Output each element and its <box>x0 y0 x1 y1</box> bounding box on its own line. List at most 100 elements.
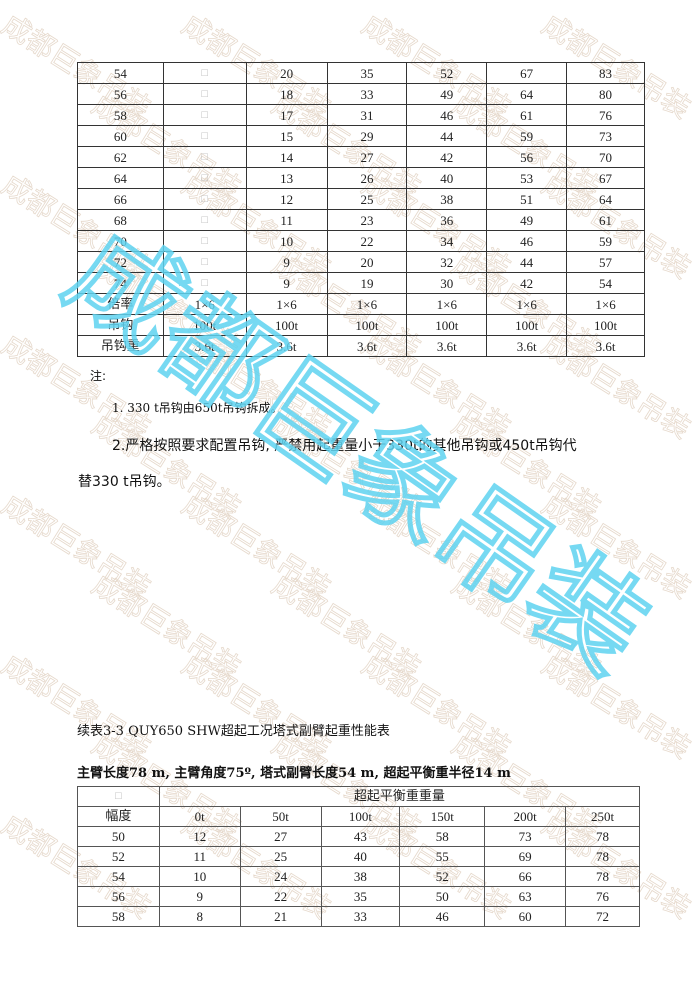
load-cell: 19 <box>326 272 408 294</box>
watermark-tile: 成都巨象吊装 <box>446 568 606 685</box>
load-cell: 27 <box>239 826 322 847</box>
watermark-tile: 成都巨象吊装 <box>536 488 696 605</box>
footer-value: 3.6t <box>406 335 488 357</box>
load-cell: 12 <box>158 826 241 847</box>
radius-cell: 66 <box>77 188 164 210</box>
load-cell: 32 <box>406 251 488 273</box>
load-cell: 40 <box>320 846 401 867</box>
load-cell: 10 <box>245 230 328 252</box>
footer-value: 100t <box>486 314 568 336</box>
footer-value: 100t <box>162 314 247 336</box>
load-cell: 80 <box>566 83 645 105</box>
column-header: 250t <box>565 806 640 827</box>
footer-row: 吊钩重 3.6t 3.6t 3.6t 3.6t 3.6t 3.6t <box>77 335 645 357</box>
table-row: 54 □ 20 35 52 67 83 <box>77 62 645 84</box>
load-cell: 72 <box>565 906 640 927</box>
load-cell: □ <box>162 188 247 210</box>
table-row: 70 □ 10 22 34 46 59 <box>77 230 645 252</box>
table-row: 68 □ 11 23 36 49 61 <box>77 209 645 231</box>
load-cell: 12 <box>245 188 328 210</box>
load-cell: 22 <box>326 230 408 252</box>
load-cell: 25 <box>239 846 322 867</box>
load-cell: 51 <box>486 188 568 210</box>
column-header: 150t <box>399 806 486 827</box>
load-cell: 25 <box>326 188 408 210</box>
load-cell: 66 <box>484 866 567 887</box>
watermark-tile: 成都巨象吊装 <box>176 648 336 765</box>
table-row: 74 □ 9 19 30 42 54 <box>77 272 645 294</box>
load-cell: 27 <box>326 146 408 168</box>
table-row: 72 □ 9 20 32 44 57 <box>77 251 645 273</box>
corner-cell: □ <box>77 786 160 807</box>
load-cell: 59 <box>566 230 645 252</box>
watermark-tile: 成都巨象吊装 <box>0 488 156 605</box>
load-cell: 46 <box>486 230 568 252</box>
watermark-tile: 成都巨象吊装 <box>86 568 246 685</box>
radius-cell: 70 <box>77 230 164 252</box>
footer-label: 倍率 <box>77 293 164 315</box>
load-cell: 63 <box>484 886 567 907</box>
radius-cell: 64 <box>77 167 164 189</box>
load-cell: 9 <box>245 272 328 294</box>
load-cell: 54 <box>566 272 645 294</box>
note-1: 1. 330 t吊钩由650t吊钩拆成。 <box>112 401 283 415</box>
radius-cell: 72 <box>77 251 164 273</box>
load-cell: 60 <box>484 906 567 927</box>
table-subcaption: 主臂长度78 m, 主臂角度75º, 塔式副臂长度54 m, 超起平衡重半径14… <box>77 766 511 781</box>
table-row: 58 □ 17 31 46 61 76 <box>77 104 645 126</box>
column-header: 100t <box>320 806 401 827</box>
load-cell: 23 <box>326 209 408 231</box>
radius-cell: 58 <box>77 104 164 126</box>
watermark-tile: 成都巨象吊装 <box>356 648 516 765</box>
footer-value: 100t <box>245 314 328 336</box>
load-cell: 40 <box>406 167 488 189</box>
load-cell: □ <box>162 209 247 231</box>
load-cell: 78 <box>565 826 640 847</box>
load-cell: 29 <box>326 125 408 147</box>
load-cell: 15 <box>245 125 328 147</box>
load-cell: 49 <box>486 209 568 231</box>
watermark-tile: 成都巨象吊装 <box>266 568 426 685</box>
footer-label: 吊钩重 <box>77 335 164 357</box>
load-cell: □ <box>162 62 247 84</box>
footer-value: 1×6 <box>566 293 645 315</box>
load-cell: 61 <box>566 209 645 231</box>
load-cell: 8 <box>158 906 241 927</box>
watermark-tile: 成都巨象吊装 <box>356 488 516 605</box>
footer-value: 3.6t <box>245 335 328 357</box>
load-cell: 53 <box>486 167 568 189</box>
radius-cell: 74 <box>77 272 164 294</box>
load-cell: 44 <box>486 251 568 273</box>
radius-cell: 50 <box>77 826 160 847</box>
load-cell: 52 <box>406 62 488 84</box>
table-row: 56 □ 18 33 49 64 80 <box>77 83 645 105</box>
load-table-continued: 54 □ 20 35 52 67 83 56 □ 18 33 49 64 80 58 □ 17 31 46 61 76 6… <box>77 62 645 357</box>
load-cell: 35 <box>320 886 401 907</box>
load-cell: 34 <box>406 230 488 252</box>
header-row-1: □ 超起平衡重重量 <box>77 786 641 807</box>
load-cell: 35 <box>326 62 408 84</box>
load-cell: 20 <box>326 251 408 273</box>
table-row: 56 9 22 35 50 63 76 <box>77 886 640 907</box>
load-cell: 38 <box>406 188 488 210</box>
load-cell: 33 <box>320 906 401 927</box>
footer-value: 1×6 <box>162 293 247 315</box>
table-row: 66 □ 12 25 38 51 64 <box>77 188 645 210</box>
table-row: 62 □ 14 27 42 56 70 <box>77 146 645 168</box>
load-cell: 56 <box>486 146 568 168</box>
footer-value: 1×6 <box>245 293 328 315</box>
column-header: 200t <box>484 806 567 827</box>
note-2-continued: 替330 t吊钩。 <box>78 474 171 490</box>
load-cell: 46 <box>406 104 488 126</box>
footer-row: 倍率 1×6 1×6 1×6 1×6 1×6 1×6 <box>77 293 645 315</box>
radius-cell: 54 <box>77 62 164 84</box>
load-cell: 42 <box>486 272 568 294</box>
watermark-tile: 成都巨象吊装 <box>0 648 156 765</box>
load-cell: 10 <box>158 866 241 887</box>
load-cell: □ <box>162 125 247 147</box>
load-cell: 52 <box>399 866 486 887</box>
table-caption: 续表3-3 QUY650 SHW超起工况塔式副臂起重性能表 <box>77 724 390 739</box>
load-cell: 69 <box>484 846 567 867</box>
load-cell: 43 <box>320 826 401 847</box>
load-cell: □ <box>162 251 247 273</box>
